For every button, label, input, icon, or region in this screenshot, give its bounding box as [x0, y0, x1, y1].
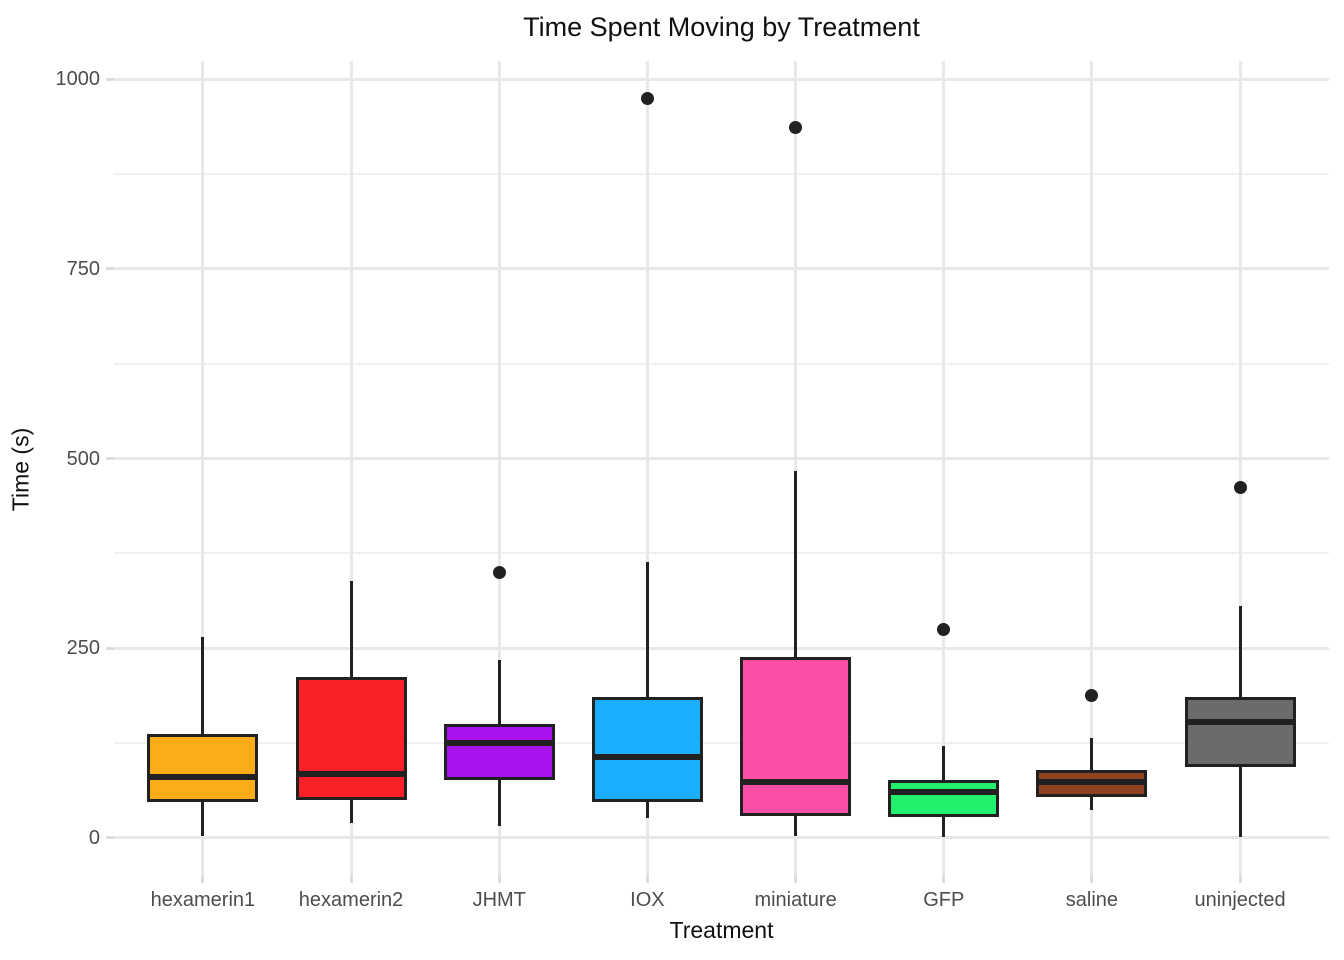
box-IOX — [591, 697, 703, 803]
x-tick-label-saline: saline — [1065, 889, 1119, 911]
y-tick-mark-750 — [106, 267, 114, 271]
x-tick-mark-miniature — [794, 875, 798, 883]
median-IOX — [594, 753, 700, 760]
plot-title: Time Spent Moving by Treatment — [523, 12, 920, 42]
x-axis-title: Treatment — [669, 917, 774, 943]
y-tick-mark-250 — [106, 646, 114, 650]
vertical-gridline-saline — [1090, 61, 1094, 875]
major-gridline-0 — [114, 836, 1329, 840]
x-tick-label-GFP: GFP — [923, 889, 965, 911]
whisker-miniature — [794, 470, 798, 837]
plot-panel — [114, 61, 1329, 875]
y-tick-mark-1000 — [106, 77, 114, 81]
vertical-gridline-miniature — [794, 61, 798, 875]
major-gridline-250 — [114, 646, 1329, 650]
x-tick-label-miniature: miniature — [754, 889, 837, 911]
box-hexamerin2 — [295, 677, 407, 800]
median-hexamerin2 — [298, 771, 404, 778]
box-hexamerin1 — [147, 733, 259, 803]
vertical-gridline-IOX — [645, 61, 649, 875]
box-uninjected — [1184, 697, 1296, 768]
median-GFP — [891, 788, 997, 795]
median-JHMT — [446, 739, 552, 746]
y-tick-label-0: 0 — [88, 826, 100, 849]
box-miniature — [740, 656, 852, 816]
box-JHMT — [443, 724, 555, 781]
x-tick-label-hexamerin1: hexamerin1 — [150, 889, 256, 911]
minor-gridline-375 — [114, 552, 1329, 555]
outlier-point-miniature — [789, 120, 803, 134]
x-tick-mark-uninjected — [1238, 875, 1242, 883]
x-tick-label-IOX: IOX — [630, 889, 665, 911]
outlier-point-JHMT — [492, 565, 506, 579]
vertical-gridline-uninjected — [1238, 61, 1242, 875]
minor-gridline-125 — [114, 742, 1329, 744]
major-gridline-1000 — [114, 77, 1329, 81]
y-tick-label-750: 750 — [66, 257, 100, 280]
y-tick-label-500: 500 — [66, 447, 100, 470]
median-miniature — [743, 779, 849, 786]
minor-gridline-875 — [114, 173, 1329, 176]
x-tick-label-JHMT: JHMT — [472, 889, 526, 911]
major-gridline-500 — [114, 457, 1329, 461]
x-tick-mark-IOX — [645, 875, 649, 883]
whisker-IOX — [645, 561, 649, 819]
y-tick-mark-0 — [106, 836, 114, 840]
x-tick-mark-saline — [1090, 875, 1094, 883]
median-uninjected — [1187, 718, 1293, 725]
x-tick-label-hexamerin2: hexamerin2 — [298, 889, 404, 911]
x-tick-label-uninjected: uninjected — [1194, 889, 1286, 911]
outlier-point-saline — [1085, 688, 1099, 702]
vertical-gridline-GFP — [942, 61, 946, 875]
x-tick-mark-hexamerin2 — [349, 875, 353, 883]
median-saline — [1039, 778, 1145, 785]
box-GFP — [888, 780, 1000, 818]
y-tick-label-1000: 1000 — [55, 68, 101, 91]
vertical-gridline-hexamerin2 — [349, 61, 353, 875]
outlier-point-GFP — [937, 623, 951, 637]
y-axis-title: Time (s) — [7, 427, 34, 512]
outlier-point-uninjected — [1233, 480, 1247, 494]
x-tick-mark-hexamerin1 — [201, 875, 205, 883]
vertical-gridline-JHMT — [497, 61, 501, 875]
median-hexamerin1 — [150, 774, 256, 781]
y-tick-label-250: 250 — [66, 637, 100, 660]
x-tick-mark-JHMT — [497, 875, 501, 883]
outlier-point-IOX — [640, 91, 654, 105]
minor-gridline-625 — [114, 362, 1329, 365]
x-tick-mark-GFP — [942, 875, 946, 883]
major-gridline-750 — [114, 267, 1329, 271]
box-saline — [1036, 769, 1148, 797]
y-tick-mark-500 — [106, 457, 114, 461]
vertical-gridline-hexamerin1 — [201, 61, 205, 875]
